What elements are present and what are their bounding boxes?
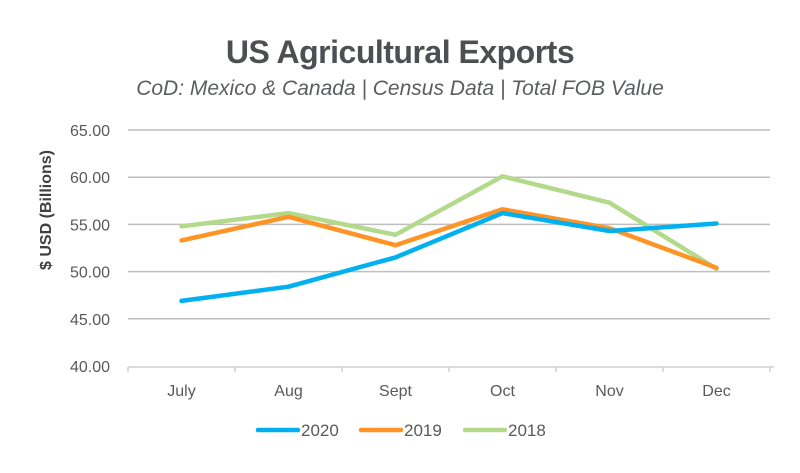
x-tick-label: July	[167, 383, 195, 400]
legend-label-2018: 2018	[508, 421, 546, 440]
series-line-2020	[179, 210, 719, 304]
x-tick-label: Oct	[490, 383, 515, 400]
series-line-2018	[179, 174, 719, 272]
legend: 2020 2019 2018	[255, 421, 546, 440]
y-tick-label: 65.00	[70, 123, 110, 140]
legend-label-2020: 2020	[301, 421, 339, 440]
legend-label-2019: 2019	[404, 421, 442, 440]
x-tick-label: Dec	[702, 383, 730, 400]
series-line-2019	[179, 207, 719, 271]
chart-title: US Agricultural Exports	[225, 34, 575, 70]
x-tick-label: Aug	[274, 383, 302, 400]
y-tick-label: 55.00	[70, 217, 110, 234]
y-axis-label: $ USD (Billions)	[38, 150, 55, 270]
y-tick-label: 50.00	[70, 265, 110, 282]
series-lines	[179, 174, 719, 304]
chart-subtitle: CoD: Mexico & Canada | Census Data | Tot…	[136, 77, 664, 100]
x-tick-label: Nov	[595, 383, 623, 400]
y-tick-label: 60.00	[70, 170, 110, 187]
y-tick-label: 40.00	[70, 359, 110, 376]
y-axis-ticks: 40.00 45.00 50.00 55.00 60.00 65.00	[70, 123, 110, 376]
y-tick-label: 45.00	[70, 312, 110, 329]
gridlines	[128, 129, 770, 320]
x-axis: July Aug Sept Oct Nov Dec	[127, 366, 774, 400]
x-tick-label: Sept	[379, 383, 412, 400]
